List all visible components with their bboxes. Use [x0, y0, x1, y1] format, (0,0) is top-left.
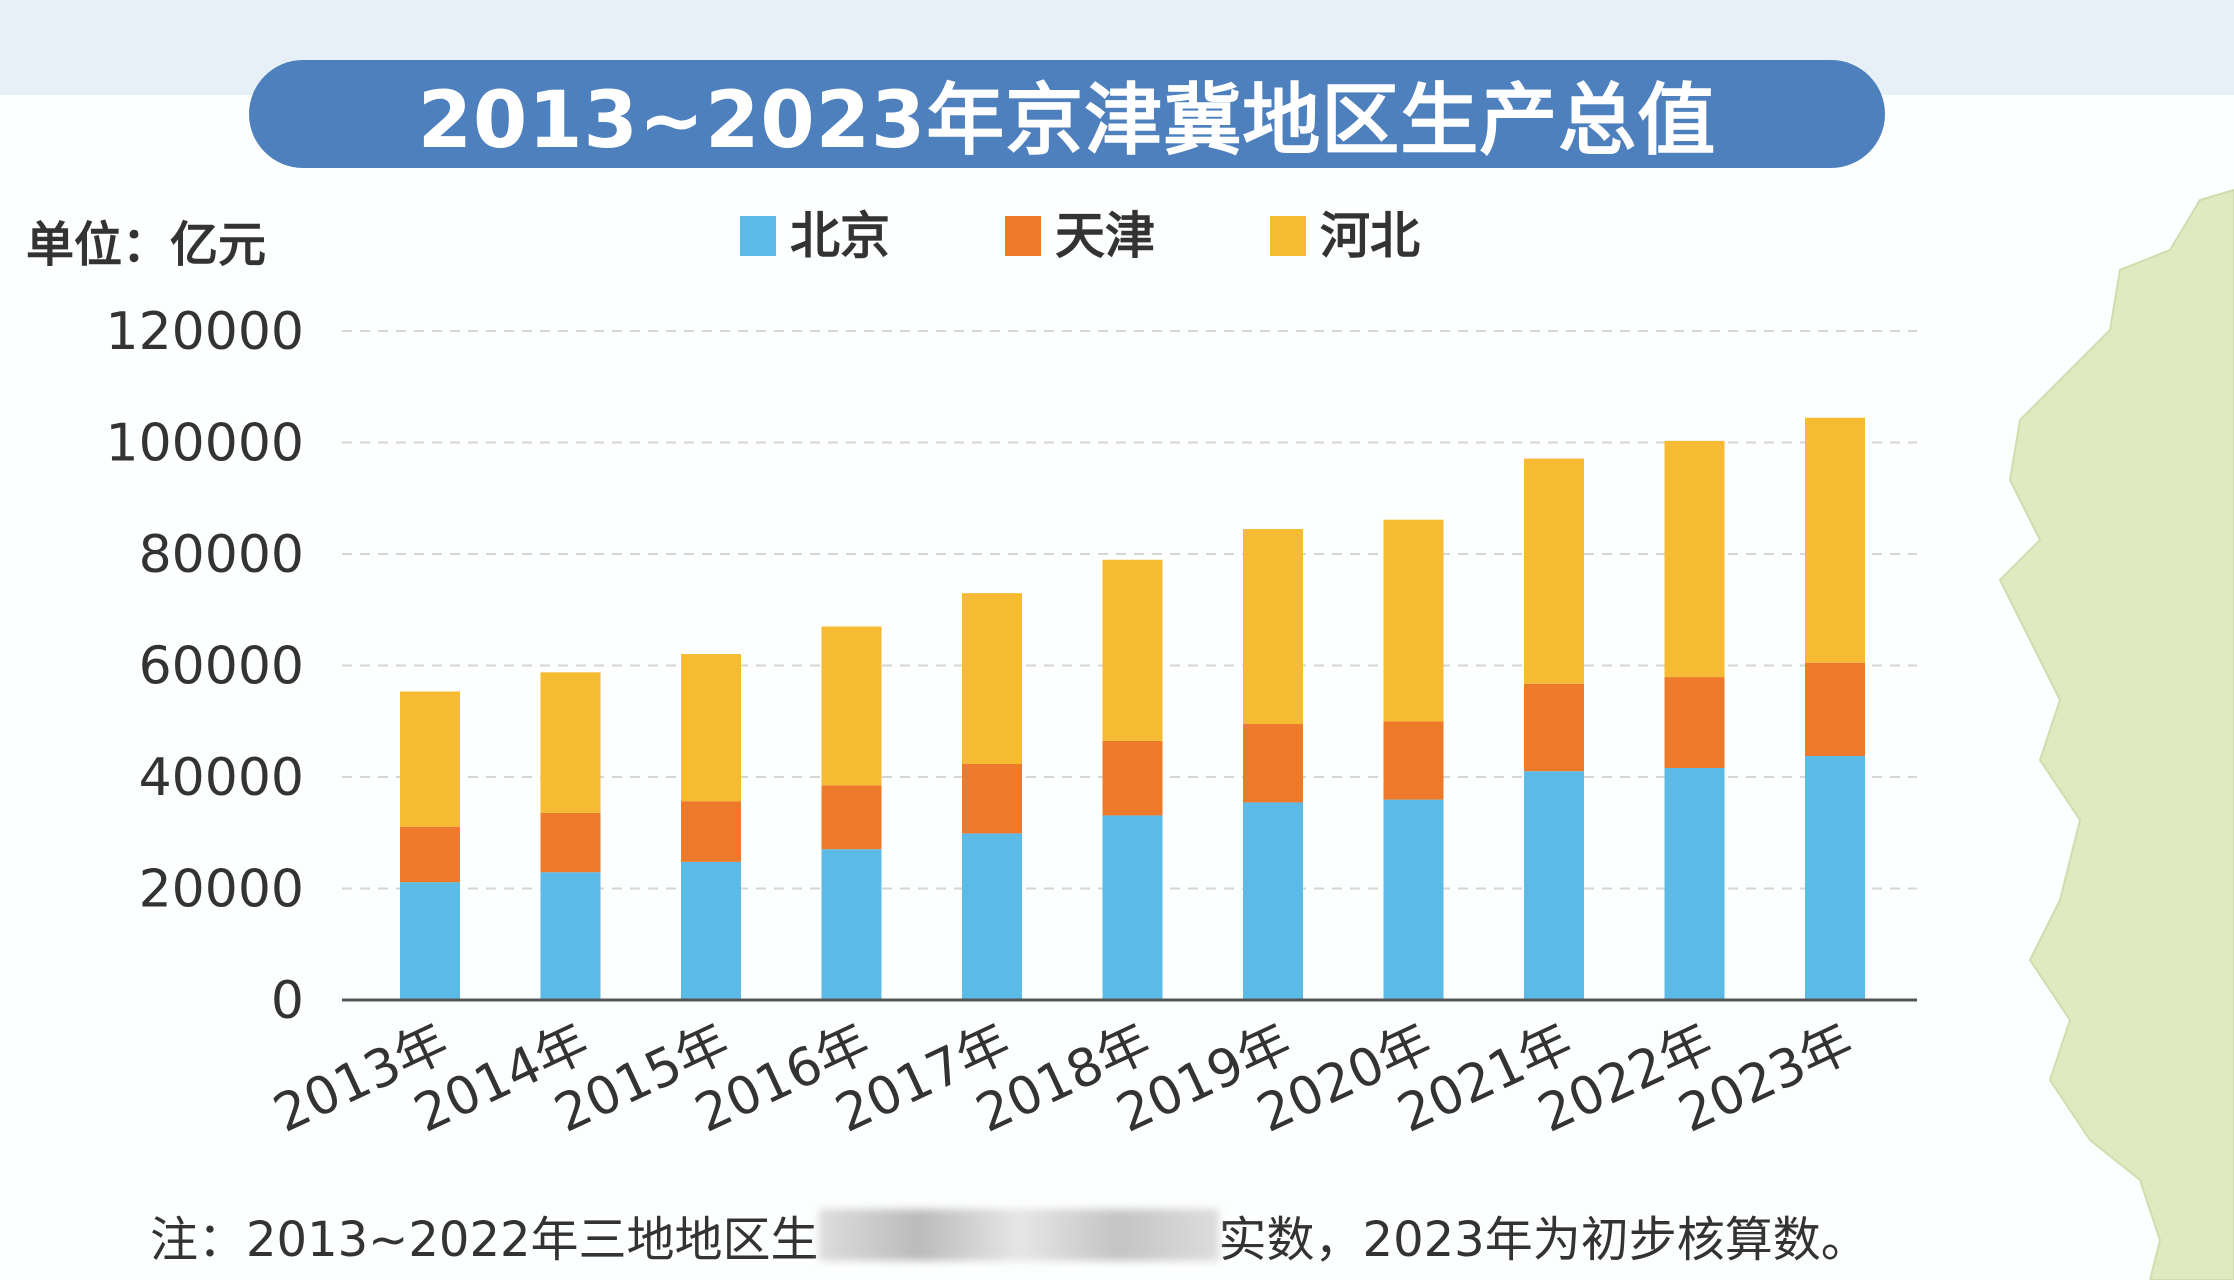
- blurred-text: [818, 1209, 1219, 1261]
- bar-天津-2021年: [1524, 683, 1584, 772]
- bar-天津-2017年: [962, 763, 1022, 834]
- y-tick-label: 100000: [105, 414, 304, 474]
- bar-河北-2022年: [1664, 440, 1725, 678]
- bar-北京-2023年: [1805, 756, 1865, 1000]
- bars: [400, 417, 1865, 1000]
- bar-天津-2019年: [1243, 724, 1303, 803]
- bar-天津-2015年: [681, 801, 741, 862]
- y-tick-label: 60000: [139, 637, 304, 697]
- axes: 0200004000060000800001000001200002013年20…: [105, 302, 1917, 1145]
- bar-河北-2021年: [1524, 458, 1584, 684]
- footer-note-end: 实数，2023年为初步核算数。: [1218, 1212, 1869, 1268]
- bar-天津-2013年: [400, 826, 460, 883]
- bar-北京-2015年: [681, 861, 741, 1000]
- bar-河北-2015年: [681, 654, 741, 802]
- bar-天津-2023年: [1805, 662, 1865, 757]
- bar-北京-2020年: [1383, 799, 1444, 1000]
- bar-北京-2018年: [1102, 815, 1163, 1000]
- y-tick-label: 80000: [139, 525, 304, 585]
- legend-swatch-河北: [1270, 216, 1306, 256]
- y-tick-label: 20000: [139, 860, 304, 920]
- legend-label: 天津: [1055, 207, 1155, 265]
- legend-swatch-北京: [740, 216, 776, 256]
- bar-北京-2013年: [400, 882, 460, 1000]
- legend: 北京 天津 河北: [740, 207, 1420, 265]
- bar-天津-2014年: [540, 812, 601, 873]
- bar-北京-2017年: [962, 833, 1022, 1000]
- bar-河北-2023年: [1805, 417, 1865, 663]
- legend-swatch-天津: [1005, 216, 1041, 256]
- bar-河北-2018年: [1102, 559, 1163, 741]
- bar-天津-2016年: [821, 785, 882, 850]
- unit-label: 单位：亿元: [26, 217, 267, 273]
- bar-河北-2017年: [962, 593, 1022, 764]
- y-tick-label: 0: [271, 971, 304, 1031]
- legend-label: 河北: [1320, 207, 1420, 265]
- bar-河北-2019年: [1243, 529, 1303, 725]
- bar-河北-2014年: [540, 672, 601, 813]
- footer-note-start: 注：2013~2022年三地地区生: [150, 1212, 819, 1268]
- bar-河北-2016年: [821, 626, 882, 786]
- bar-天津-2022年: [1664, 677, 1725, 769]
- bar-北京-2022年: [1664, 768, 1725, 1000]
- y-tick-label: 40000: [139, 748, 304, 808]
- legend-label: 北京: [790, 207, 890, 265]
- bar-北京-2014年: [540, 872, 601, 1000]
- bar-河北-2013年: [400, 691, 460, 827]
- bar-北京-2016年: [821, 849, 882, 1000]
- bar-北京-2021年: [1524, 771, 1584, 1000]
- bar-北京-2019年: [1243, 802, 1303, 1000]
- y-tick-label: 120000: [105, 302, 304, 362]
- bar-天津-2018年: [1102, 740, 1163, 816]
- bar-天津-2020年: [1383, 721, 1444, 800]
- footer-note: 注：2013~2022年三地地区生 实数，2023年为初步核算数。: [150, 1200, 1869, 1270]
- chart-title: 2013~2023年京津冀地区生产总值: [249, 60, 1885, 168]
- bar-河北-2020年: [1383, 519, 1444, 722]
